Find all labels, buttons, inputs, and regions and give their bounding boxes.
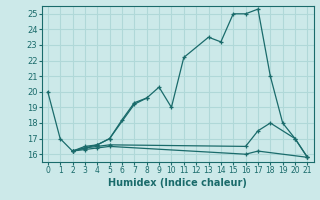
X-axis label: Humidex (Indice chaleur): Humidex (Indice chaleur) xyxy=(108,178,247,188)
